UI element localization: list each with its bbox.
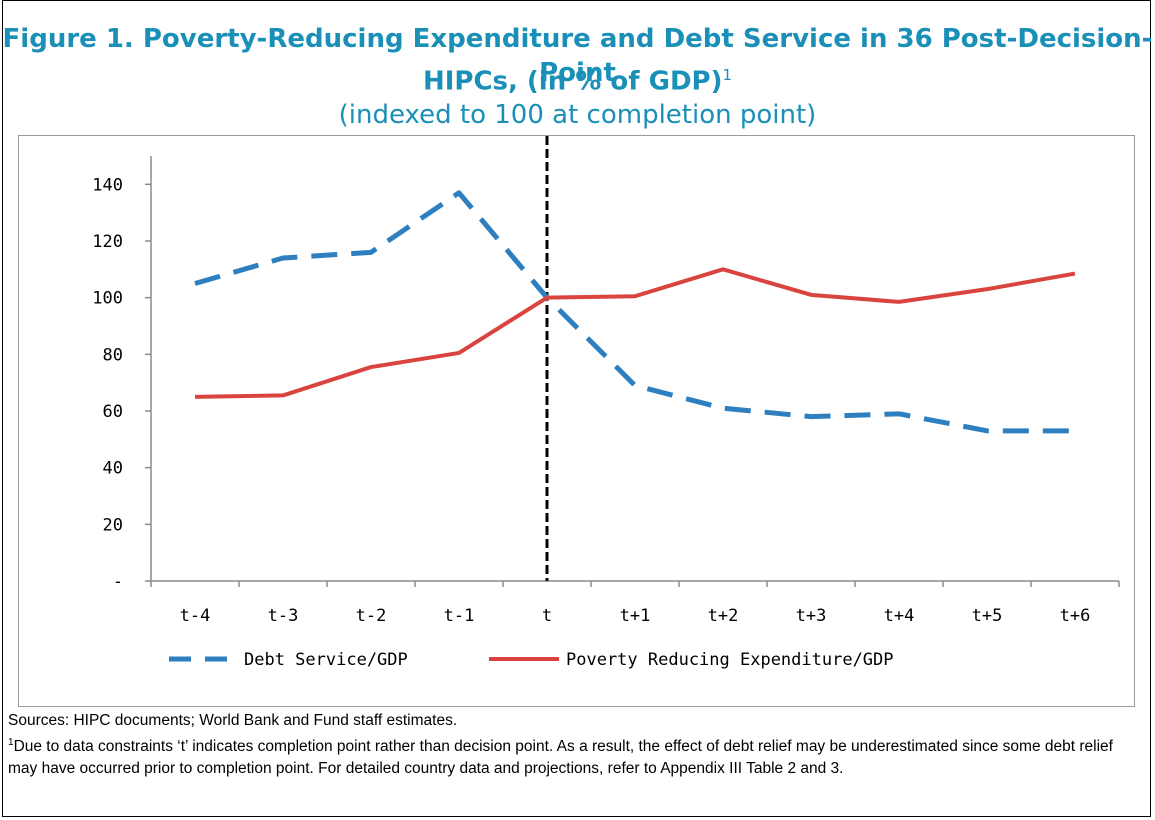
chart-axes bbox=[150, 136, 1119, 582]
figure-subtitle: (indexed to 100 at completion point) bbox=[338, 100, 817, 130]
x-tick-label: t-3 bbox=[268, 606, 299, 626]
chart-legend: Debt Service/GDP Poverty Reducing Expendi… bbox=[169, 650, 894, 670]
x-tick-label: t-1 bbox=[444, 606, 475, 626]
figure-title-line2-text: HIPCs, (in % of GDP) bbox=[422, 66, 723, 97]
title-footnote-marker: 1 bbox=[722, 66, 733, 84]
chart-area: - 20 40 60 80 100 120 140 t-4 t-3 t-2 t-1 t t+1 t+2 t+… bbox=[18, 135, 1135, 707]
figure-title-line1: Figure 1. Poverty-Reducing Expenditure a… bbox=[2, 24, 1153, 88]
x-tick-label: t+4 bbox=[884, 606, 915, 626]
series-line-poverty-reducing-expenditure-gdp bbox=[194, 267, 1076, 399]
y-tick-label: 40 bbox=[103, 459, 123, 479]
y-tick-label: 20 bbox=[103, 515, 123, 535]
y-axis-ticks: - 20 40 60 80 100 120 140 bbox=[92, 175, 151, 592]
footnote-text: Due to data constraints ‘t’ indicates co… bbox=[8, 738, 1113, 778]
x-tick-label: t bbox=[542, 606, 552, 626]
line-chart: - 20 40 60 80 100 120 140 t-4 t-3 t-2 t-1 t t+1 t+2 t+… bbox=[92, 136, 1120, 670]
y-tick-label: 120 bbox=[92, 232, 123, 252]
y-tick-label: 100 bbox=[92, 289, 123, 309]
x-tick-label: t+1 bbox=[620, 606, 651, 626]
series-line-debt-service-gdp bbox=[194, 190, 1075, 434]
y-tick-label: 140 bbox=[92, 175, 123, 195]
figure-title-line2: HIPCs, (in % of GDP)1 bbox=[0, 58, 1155, 99]
y-tick-label: 80 bbox=[103, 345, 123, 365]
x-tick-label: t+5 bbox=[972, 606, 1003, 626]
footnote-marker: 1 bbox=[8, 737, 14, 748]
x-tick-label: t-2 bbox=[356, 606, 387, 626]
x-tick-label: t+3 bbox=[796, 606, 827, 626]
x-axis-ticks: t-4 t-3 t-2 t-1 t t+1 t+2 t+3 t+4 t+5 t+6 bbox=[150, 581, 1120, 626]
y-tick-label: 60 bbox=[103, 402, 123, 422]
y-tick-label: - bbox=[113, 572, 123, 592]
chart-series bbox=[194, 190, 1076, 434]
legend-label-poverty-expenditure: Poverty Reducing Expenditure/GDP bbox=[566, 650, 894, 670]
legend-label-debt-service: Debt Service/GDP bbox=[244, 650, 408, 670]
x-tick-label: t-4 bbox=[180, 606, 211, 626]
x-tick-label: t+6 bbox=[1060, 606, 1091, 626]
footnote: 1Due to data constraints ‘t’ indicates c… bbox=[8, 732, 1143, 780]
x-tick-label: t+2 bbox=[708, 606, 739, 626]
sources-note: Sources: HIPC documents; World Bank and … bbox=[8, 712, 458, 729]
